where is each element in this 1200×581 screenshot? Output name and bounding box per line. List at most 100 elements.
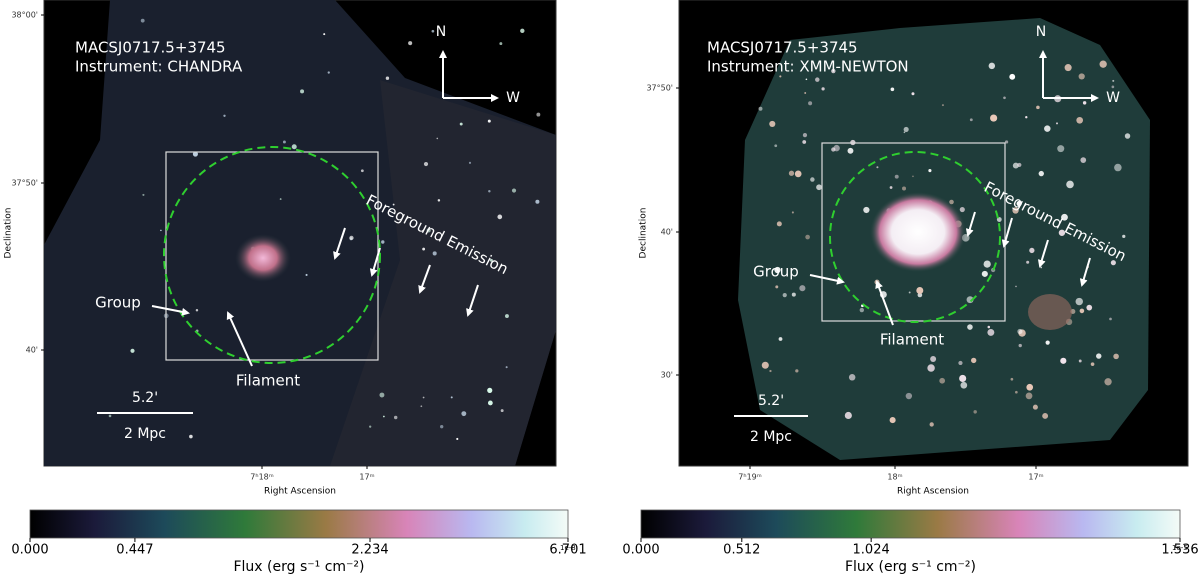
exposure-field-offset [330, 80, 556, 466]
point-source [990, 114, 998, 122]
point-source [960, 381, 968, 389]
point-source [1096, 353, 1102, 359]
point-source [782, 292, 787, 298]
y-tick-label: 37°50' [11, 179, 38, 188]
y-tick-label: 38°00' [11, 11, 38, 20]
point-source [774, 266, 781, 274]
foreground-emission [1028, 294, 1072, 330]
group-label: Group [95, 294, 141, 312]
scale-angle: 5.2' [758, 393, 784, 409]
point-source [795, 369, 799, 373]
point-source [774, 144, 778, 148]
foreground-arrow [418, 264, 431, 294]
point-source [889, 186, 893, 189]
point-source [1045, 340, 1050, 345]
point-source [1075, 297, 1083, 306]
point-source [847, 147, 854, 154]
point-source [929, 422, 934, 427]
point-source [969, 118, 973, 122]
point-source [1058, 229, 1066, 236]
point-source [1003, 96, 1006, 100]
point-source [889, 417, 896, 424]
point-source [810, 177, 815, 182]
point-source [1079, 308, 1085, 314]
point-source [1112, 79, 1115, 82]
point-source [1025, 116, 1028, 119]
point-source [802, 132, 808, 138]
point-source [890, 87, 895, 92]
point-source [1124, 133, 1131, 139]
point-source [489, 258, 493, 262]
point-source [423, 161, 429, 167]
point-source [408, 41, 413, 46]
y-tick-label: 30' [661, 371, 673, 380]
point-source [1010, 377, 1014, 381]
point-source [1017, 328, 1023, 335]
point-source [958, 360, 963, 366]
colorbar-label: Flux (erg s⁻¹ cm⁻²) [233, 559, 364, 575]
point-source [440, 425, 444, 429]
point-source [973, 410, 977, 414]
point-source [776, 221, 782, 227]
point-source [902, 186, 907, 191]
point-source [903, 131, 906, 134]
point-source [794, 170, 802, 178]
point-source [500, 409, 504, 413]
point-source [808, 101, 813, 106]
point-source [142, 193, 145, 197]
foreground-arrow [1037, 239, 1049, 268]
foreground-arrow [965, 211, 976, 237]
point-source [450, 396, 453, 399]
point-source [1078, 73, 1085, 80]
point-source [1036, 105, 1040, 110]
r500-circle [163, 146, 381, 364]
point-source [791, 292, 796, 297]
point-source [1017, 162, 1022, 168]
point-source [1012, 162, 1019, 169]
point-source [804, 92, 807, 94]
point-source [1056, 122, 1058, 125]
point-source [928, 169, 932, 173]
x-tick-label: 7ʰ18ᵐ [250, 473, 274, 482]
filament-label: Filament [880, 331, 944, 349]
point-source [1110, 260, 1116, 266]
point-source [461, 411, 467, 417]
compass-w-label: W [1106, 90, 1120, 106]
point-source [1090, 362, 1095, 366]
colorbar-tick-label: 1.024 [853, 543, 890, 558]
colorbar-tick-label: 0.000 [11, 543, 48, 558]
scale-distance: 2 Mpc [124, 426, 166, 442]
point-source [1057, 145, 1065, 153]
point-source [981, 270, 988, 277]
point-source [905, 392, 913, 400]
point-source [108, 414, 112, 418]
point-source [393, 415, 398, 420]
point-source [436, 137, 439, 140]
point-source [385, 76, 390, 80]
foreground-arrow [1001, 217, 1013, 248]
point-source [1026, 260, 1030, 264]
point-source [941, 104, 944, 107]
point-source [1109, 317, 1112, 321]
scale-angle: 5.2' [132, 390, 158, 406]
point-source [805, 234, 810, 240]
point-source [1061, 213, 1068, 221]
point-source [1015, 390, 1018, 394]
point-source [1113, 353, 1119, 360]
point-source [1016, 200, 1022, 207]
point-source [916, 286, 924, 294]
point-source [487, 400, 493, 406]
foreground-arrow [466, 284, 479, 317]
point-source [1076, 116, 1084, 124]
point-source [360, 169, 364, 173]
point-source [505, 314, 509, 319]
cluster-emission [235, 234, 291, 282]
point-source [791, 211, 794, 214]
point-source [987, 325, 991, 329]
point-source [815, 77, 820, 82]
compass-n-label: N [1036, 24, 1046, 40]
point-source [192, 151, 198, 157]
point-source [831, 147, 836, 152]
point-source [305, 273, 308, 277]
